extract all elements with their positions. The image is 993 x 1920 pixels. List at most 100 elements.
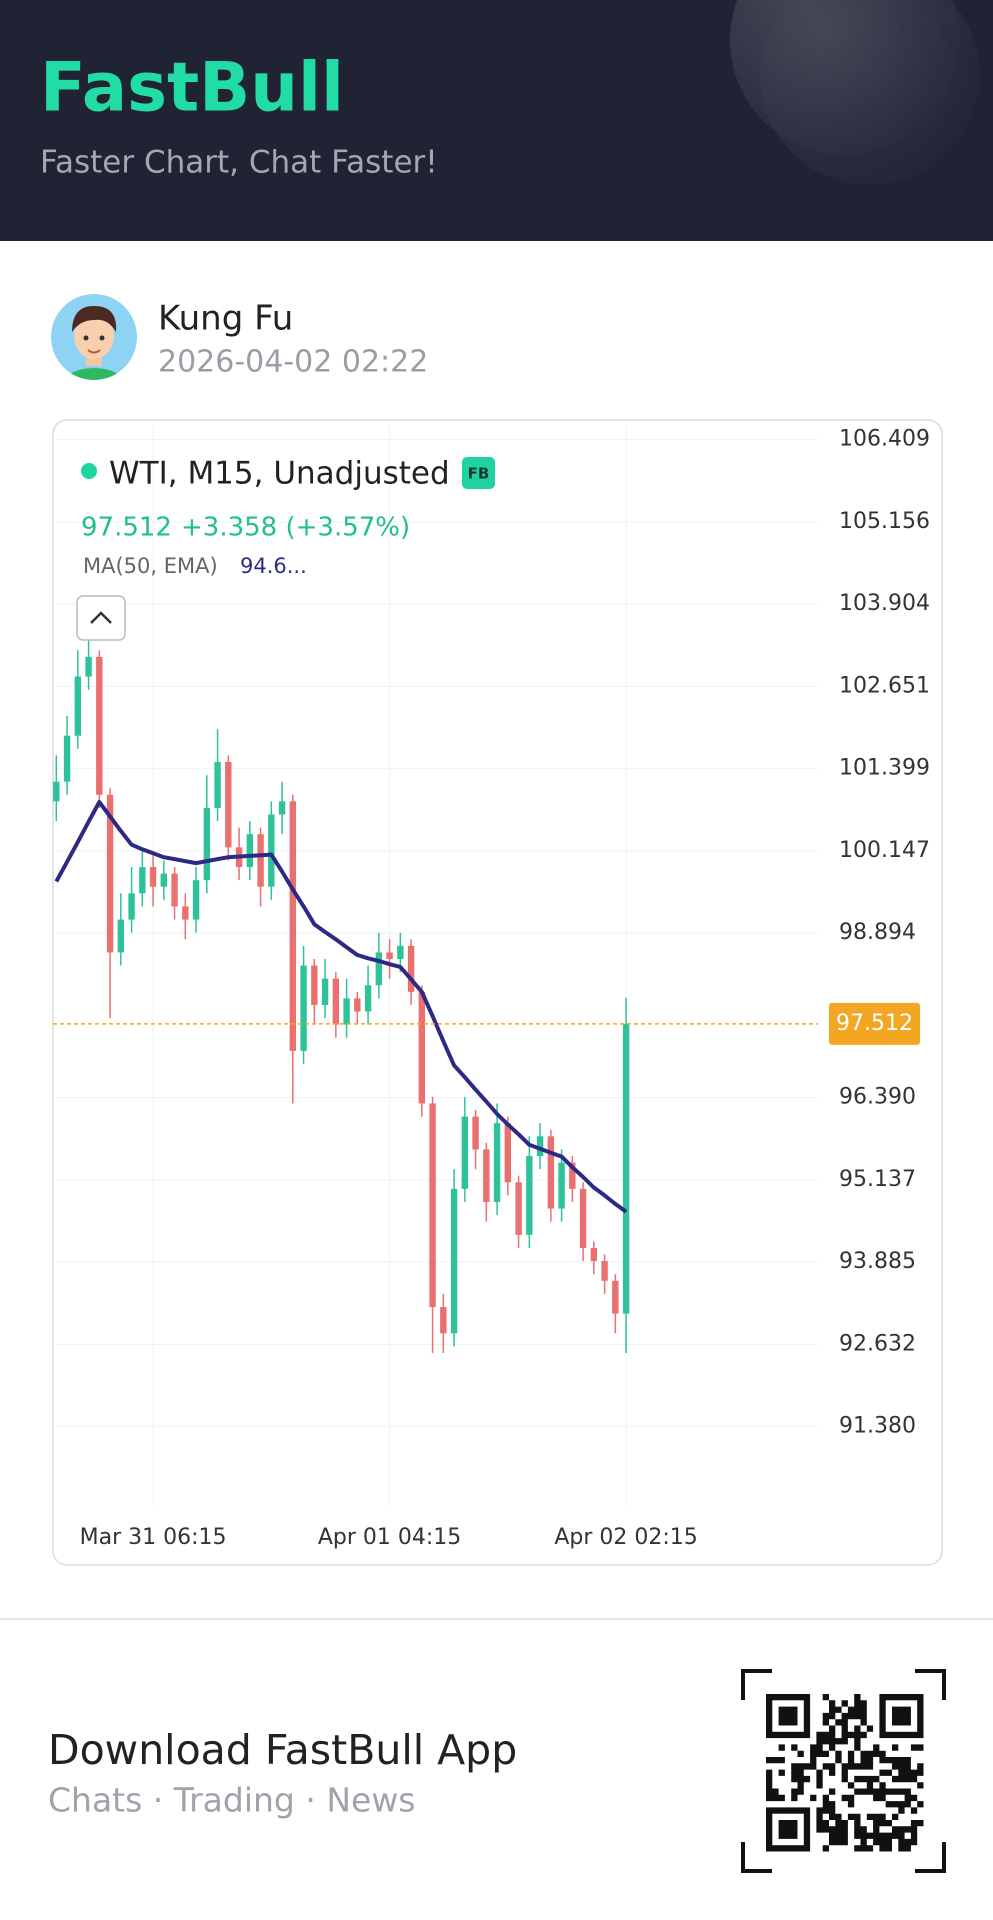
plot-area: 106.409 105.156 103.904 102.651 101.399 100.1…	[53, 422, 930, 1550]
y-tick-label: 105.156	[839, 509, 930, 534]
candle-body	[472, 1116, 479, 1150]
candle-body	[128, 893, 135, 920]
candle-body	[375, 952, 383, 986]
y-tick-label: 102.651	[839, 673, 930, 698]
collapse-button[interactable]	[76, 595, 126, 641]
timestamp: 2026-04-02 02:22	[158, 345, 428, 380]
y-tick-label: 92.632	[839, 1331, 916, 1356]
candle-body	[418, 991, 426, 1104]
last-price: 97.512	[81, 513, 172, 543]
candle-body	[192, 880, 200, 920]
candle-body	[612, 1280, 619, 1314]
candle-body	[483, 1149, 490, 1202]
candle-body	[332, 978, 340, 1025]
badge-text: FB	[468, 465, 490, 483]
y-tick-label: 91.380	[839, 1414, 916, 1439]
candle-body	[160, 873, 168, 887]
candle-body	[429, 1103, 436, 1308]
candle-body	[547, 1136, 555, 1209]
candle-body	[225, 761, 232, 848]
candle-body	[397, 945, 404, 959]
qr-finder	[766, 1694, 811, 1739]
status-dot	[81, 463, 97, 479]
qr-code	[741, 1669, 946, 1873]
candle-body	[354, 998, 361, 1012]
tagline: Faster Chart, Chat Faster!	[40, 145, 438, 181]
x-tick-label: Apr 02 02:15	[554, 1525, 697, 1550]
candle-body	[590, 1247, 598, 1262]
badge	[462, 457, 495, 489]
candle-body	[300, 965, 307, 1051]
candle-body	[364, 985, 372, 1012]
qr-modules	[766, 1694, 924, 1852]
candle-body	[106, 794, 114, 953]
candle-body	[343, 998, 350, 1025]
candle-body	[558, 1162, 565, 1209]
candle-body	[450, 1188, 458, 1334]
y-tick-label: 106.409	[839, 427, 930, 452]
qr-finder-core	[892, 1706, 911, 1726]
qr-finder-core	[778, 1820, 798, 1839]
candle-body	[407, 945, 415, 992]
candle-body	[96, 656, 103, 795]
candle-body	[63, 735, 71, 782]
y-tick-label: 96.390	[839, 1085, 916, 1110]
candle-body	[278, 801, 286, 815]
candle-body	[171, 873, 178, 907]
candle-body	[149, 867, 157, 887]
y-tick-label: 103.904	[839, 591, 930, 616]
chart-card	[52, 419, 943, 1566]
logo: FastBull	[40, 49, 344, 128]
candle-body	[526, 1155, 533, 1235]
y-tick-label: 93.885	[839, 1249, 916, 1274]
x-tick-label: Mar 31 06:15	[80, 1525, 227, 1550]
price-change: +3.358 (+3.57%)	[181, 513, 410, 543]
ma-name: MA(50, EMA)	[83, 554, 218, 578]
candle-body	[85, 656, 92, 677]
y-tick-label: 100.147	[839, 838, 930, 863]
y-tick-label: 101.399	[839, 756, 930, 781]
candle-body	[536, 1136, 544, 1156]
candle-body	[515, 1182, 522, 1235]
y-tick-label: 98.894	[839, 920, 916, 945]
header-decoration	[730, 0, 980, 185]
candle-body	[289, 801, 297, 1051]
candle-body	[214, 761, 221, 808]
candle-body	[203, 807, 211, 881]
x-tick-label: Apr 01 04:15	[318, 1525, 461, 1550]
last-price-tag	[829, 1002, 920, 1045]
candle-body	[579, 1188, 587, 1248]
qr-finder	[766, 1807, 811, 1852]
candle-body	[493, 1123, 501, 1202]
footer-title: Download FastBull App	[48, 1726, 517, 1774]
candle-body	[139, 867, 146, 894]
qr-finder-core	[778, 1706, 798, 1726]
qr-finder	[879, 1694, 924, 1739]
ma-line	[54, 800, 628, 1214]
candle-body	[74, 676, 82, 736]
candle-body	[268, 814, 275, 887]
candle-body	[182, 906, 189, 920]
candle-body	[601, 1261, 608, 1281]
y-tick-label: 95.137	[839, 1167, 916, 1192]
candle-body	[311, 965, 318, 1005]
avatar	[51, 294, 137, 380]
last-price-tag-label: 97.512	[836, 1011, 913, 1036]
chart-title: WTI, M15, Unadjusted	[109, 456, 450, 492]
candle-body	[622, 1023, 630, 1314]
user-name: Kung Fu	[158, 299, 293, 339]
ma-value: 94.6...	[240, 554, 307, 578]
candle-body	[257, 834, 264, 887]
candle-body	[386, 952, 393, 959]
candle-body	[246, 834, 254, 868]
candle-body	[117, 919, 125, 953]
footer-subtitle: Chats · Trading · News	[48, 1781, 416, 1820]
candle-body	[504, 1123, 512, 1183]
candle-body	[569, 1162, 576, 1189]
candle-body	[440, 1307, 447, 1334]
candle-body	[461, 1116, 469, 1189]
candle-body	[53, 781, 60, 802]
candle-body	[321, 978, 329, 1005]
